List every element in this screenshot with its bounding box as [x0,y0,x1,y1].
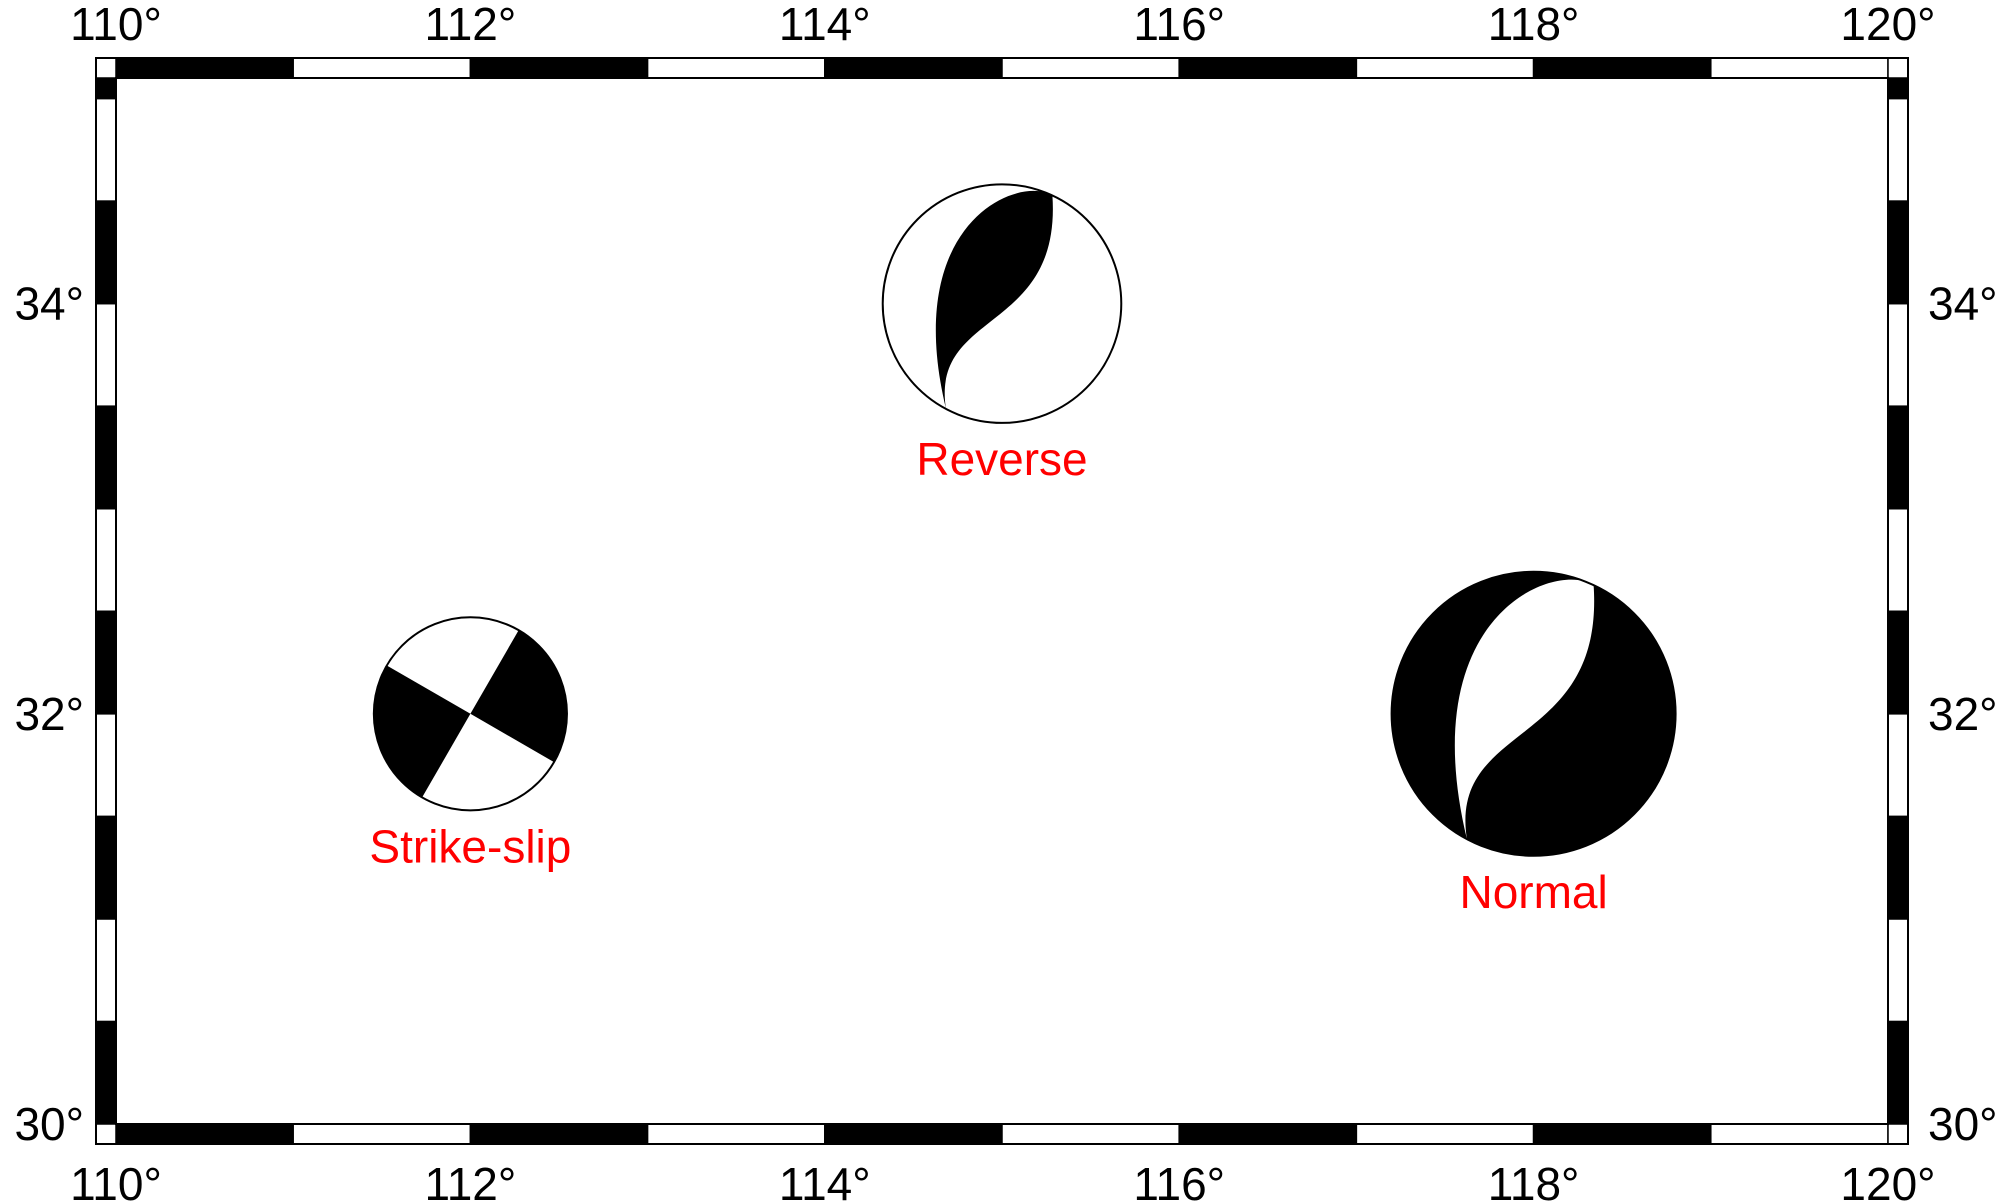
lat-tick-label-left: 34° [14,278,84,330]
lat-tick-label-right: 32° [1928,688,1998,740]
frame-segment-top [469,57,649,79]
frame-segment-top [292,57,472,79]
frame-corner [95,1123,117,1145]
frame-segment-bottom [1710,1123,1889,1145]
frame-segment-right [1887,815,1909,920]
lon-tick-label-top: 118° [1488,0,1580,50]
frame-segment-left [95,302,117,407]
frame-segment-top [1178,57,1358,79]
lon-tick-label-top: 116° [1133,0,1225,50]
frame-segment-left [95,405,117,510]
event-label-reverse: Reverse [916,433,1087,485]
frame-segment-right [1887,1020,1909,1125]
frame-outer-border [95,57,1909,1145]
compressional-lens [935,190,1053,409]
beachball-outline [881,183,1123,424]
frame-segment-bottom [469,1123,649,1145]
lat-tick-label-left: 32° [14,688,84,740]
frame-segment-bottom [115,1123,294,1145]
frame-segment-right [1887,507,1909,613]
frame-segment-right [1887,97,1909,202]
lon-tick-label-bottom: 116° [1133,1158,1225,1203]
frame-segment-top [115,57,294,79]
lon-tick-label-bottom: 112° [425,1158,517,1203]
lat-tick-label-right: 34° [1928,278,1998,330]
frame-segment-bottom [1532,1123,1712,1145]
lon-tick-label-top: 120° [1840,0,1935,50]
frame-segment-left [95,97,117,202]
frame-segment-left [95,77,117,100]
frame-segment-bottom [824,1123,1003,1145]
compressional-quadrant [470,630,567,763]
frame-corner [1887,57,1909,79]
beachball-outline [1390,570,1677,857]
frame-segment-left [95,815,117,920]
frame-segment-right [1887,713,1909,818]
frame-segment-bottom [1355,1123,1535,1145]
frame-segment-right [1887,405,1909,510]
frame-segment-bottom [646,1123,826,1145]
event-label-normal: Normal [1459,866,1607,918]
frame-segment-top [1532,57,1712,79]
beachball-reverse [881,183,1123,424]
focal-mechanisms: Strike-slip Reverse Normal [369,183,1677,918]
frame-segment-top [824,57,1003,79]
lon-tick-label-top: 110° [70,0,162,50]
frame-segment-right [1887,610,1909,715]
frame-segment-bottom [1178,1123,1358,1145]
map-frame [95,57,1909,1145]
beachball-outline [372,616,568,812]
frame-segment-left [95,610,117,715]
lon-tick-label-top: 114° [779,0,871,50]
lat-tick-label-left: 30° [14,1098,84,1150]
map-border [115,77,1889,1125]
frame-segment-right [1887,200,1909,305]
beachball-strike-slip [372,616,568,812]
frame-segment-left [95,713,117,818]
lon-tick-label-top: 112° [425,0,517,50]
frame-segment-left [95,1020,117,1125]
frame-segment-top [646,57,826,79]
frame-segment-right [1887,77,1909,100]
frame-segment-right [1887,302,1909,407]
frame-segment-left [95,507,117,613]
tick-labels: 110° 110° 112° 112° 114° 114° 116° 116° 118° 118°… [14,0,1997,1203]
event-label-strike-slip: Strike-slip [369,820,571,872]
frame-segment-right [1887,918,1909,1023]
frame-segment-left [95,200,117,305]
frame-corner [95,57,117,79]
lon-tick-label-bottom: 120° [1840,1158,1935,1203]
frame-segment-top [1710,57,1889,79]
lon-tick-label-bottom: 110° [70,1158,162,1203]
dilatational-lens [1454,579,1595,840]
lat-tick-label-right: 30° [1928,1098,1998,1150]
lon-tick-label-bottom: 114° [779,1158,871,1203]
compressional-quadrant [373,665,471,798]
frame-segment-top [1001,57,1180,79]
frame-segment-top [1355,57,1535,79]
frame-segment-left [95,918,117,1023]
frame-corner [1887,1123,1909,1145]
lon-tick-label-bottom: 118° [1488,1158,1580,1203]
beachball-normal [1390,570,1677,857]
frame-segment-bottom [292,1123,472,1145]
frame-segment-bottom [1001,1123,1180,1145]
